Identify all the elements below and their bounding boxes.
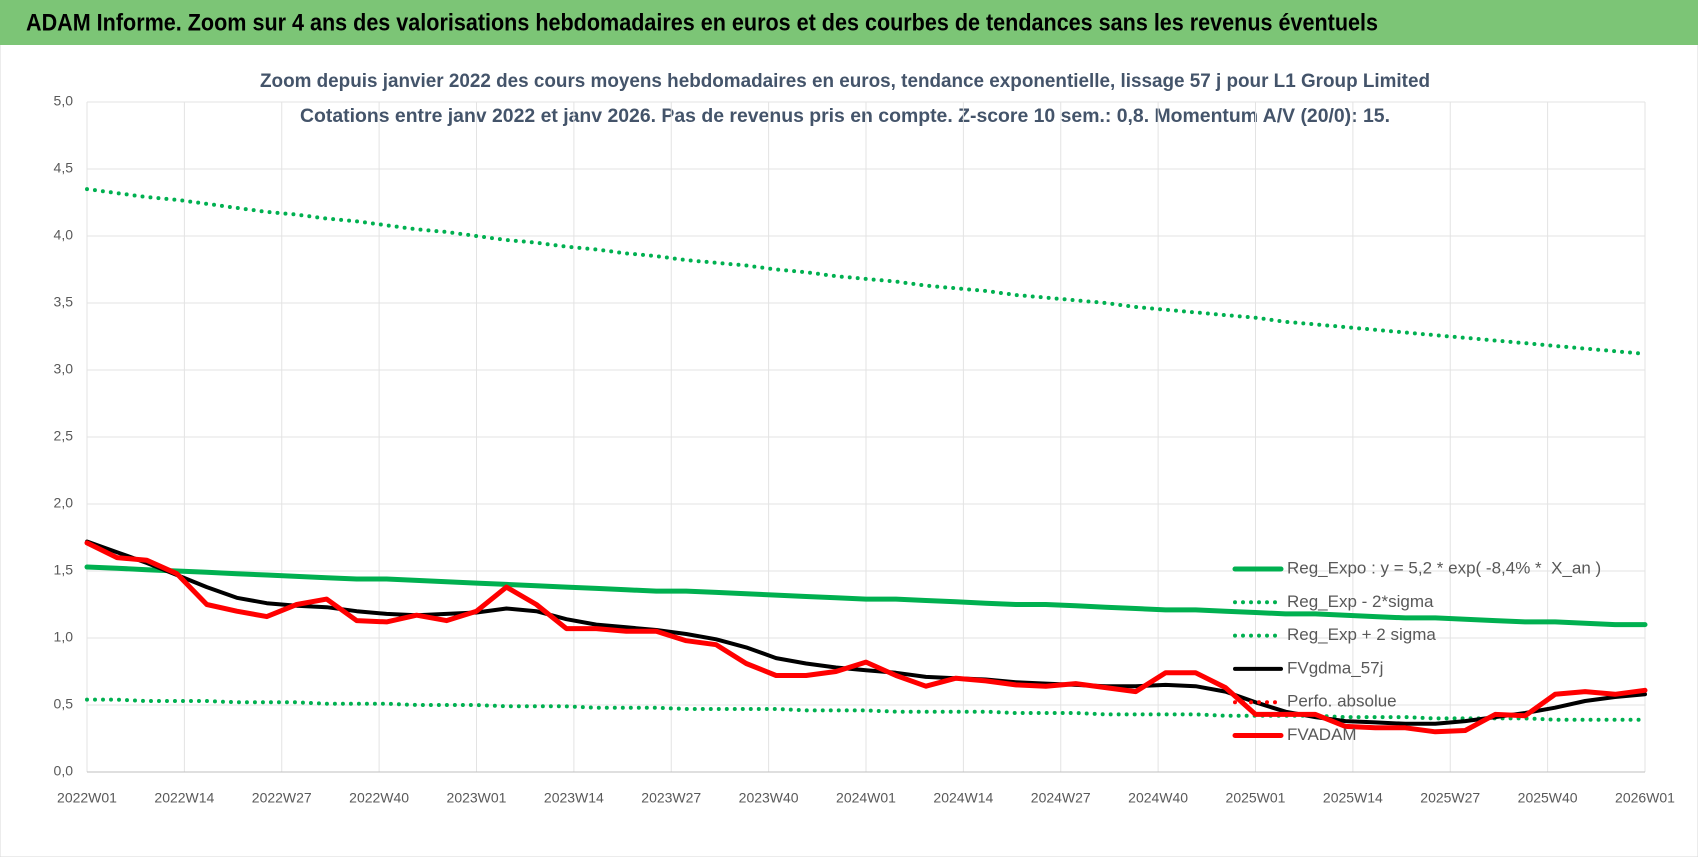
y-tick-label: 1,5 bbox=[54, 562, 74, 578]
x-tick-label: 2026W01 bbox=[1615, 790, 1675, 806]
legend-label: Reg_Expo : y = 5,2 * exp( -8,4% * X_an ) bbox=[1287, 558, 1601, 577]
legend-label: FVgdma_57j bbox=[1287, 658, 1383, 677]
legend-label: Reg_Exp - 2*sigma bbox=[1287, 592, 1434, 611]
x-tick-label: 2024W14 bbox=[933, 790, 993, 806]
series-line bbox=[85, 539, 1647, 726]
y-tick-label: 0,0 bbox=[54, 763, 74, 779]
x-tick-label: 2025W27 bbox=[1420, 790, 1480, 806]
y-tick-label: 4,5 bbox=[54, 160, 74, 176]
series-line bbox=[84, 540, 1648, 735]
banner-title: ADAM Informe. Zoom sur 4 ans des valoris… bbox=[26, 9, 1378, 36]
y-tick-label: 2,5 bbox=[54, 428, 74, 444]
x-tick-label: 2024W40 bbox=[1128, 790, 1188, 806]
x-tick-label: 2022W14 bbox=[154, 790, 214, 806]
chart-subtitle: Cotations entre janv 2022 et janv 2026. … bbox=[300, 106, 1390, 127]
legend-label: FVADAM bbox=[1287, 725, 1357, 744]
x-tick-label: 2025W40 bbox=[1518, 790, 1578, 806]
x-tick-label: 2024W27 bbox=[1031, 790, 1091, 806]
y-tick-label: 2,0 bbox=[54, 495, 74, 511]
x-tick-label: 2024W01 bbox=[836, 790, 896, 806]
x-tick-label: 2025W14 bbox=[1323, 790, 1383, 806]
x-tick-label: 2023W40 bbox=[739, 790, 799, 806]
x-tick-label: 2022W01 bbox=[57, 790, 117, 806]
y-tick-label: 4,0 bbox=[54, 227, 74, 243]
y-tick-label: 3,0 bbox=[54, 361, 74, 377]
x-tick-label: 2022W27 bbox=[252, 790, 312, 806]
legend-label: Reg_Exp + 2 sigma bbox=[1287, 625, 1436, 644]
x-tick-label: 2023W01 bbox=[447, 790, 507, 806]
x-tick-label: 2022W40 bbox=[349, 790, 409, 806]
x-tick-label: 2023W27 bbox=[641, 790, 701, 806]
y-tick-label: 3,5 bbox=[54, 294, 74, 310]
x-tick-label: 2025W01 bbox=[1226, 790, 1286, 806]
series-line bbox=[85, 187, 1647, 356]
y-tick-label: 5,0 bbox=[54, 93, 74, 109]
banner bbox=[0, 0, 1698, 45]
chart-title: Zoom depuis janvier 2022 des cours moyen… bbox=[260, 71, 1430, 92]
series-line bbox=[84, 564, 1648, 628]
legend-label: Perfo. absolue bbox=[1287, 692, 1397, 711]
y-tick-label: 1,0 bbox=[54, 629, 74, 645]
x-tick-label: 2023W14 bbox=[544, 790, 604, 806]
y-tick-label: 0,5 bbox=[54, 696, 74, 712]
